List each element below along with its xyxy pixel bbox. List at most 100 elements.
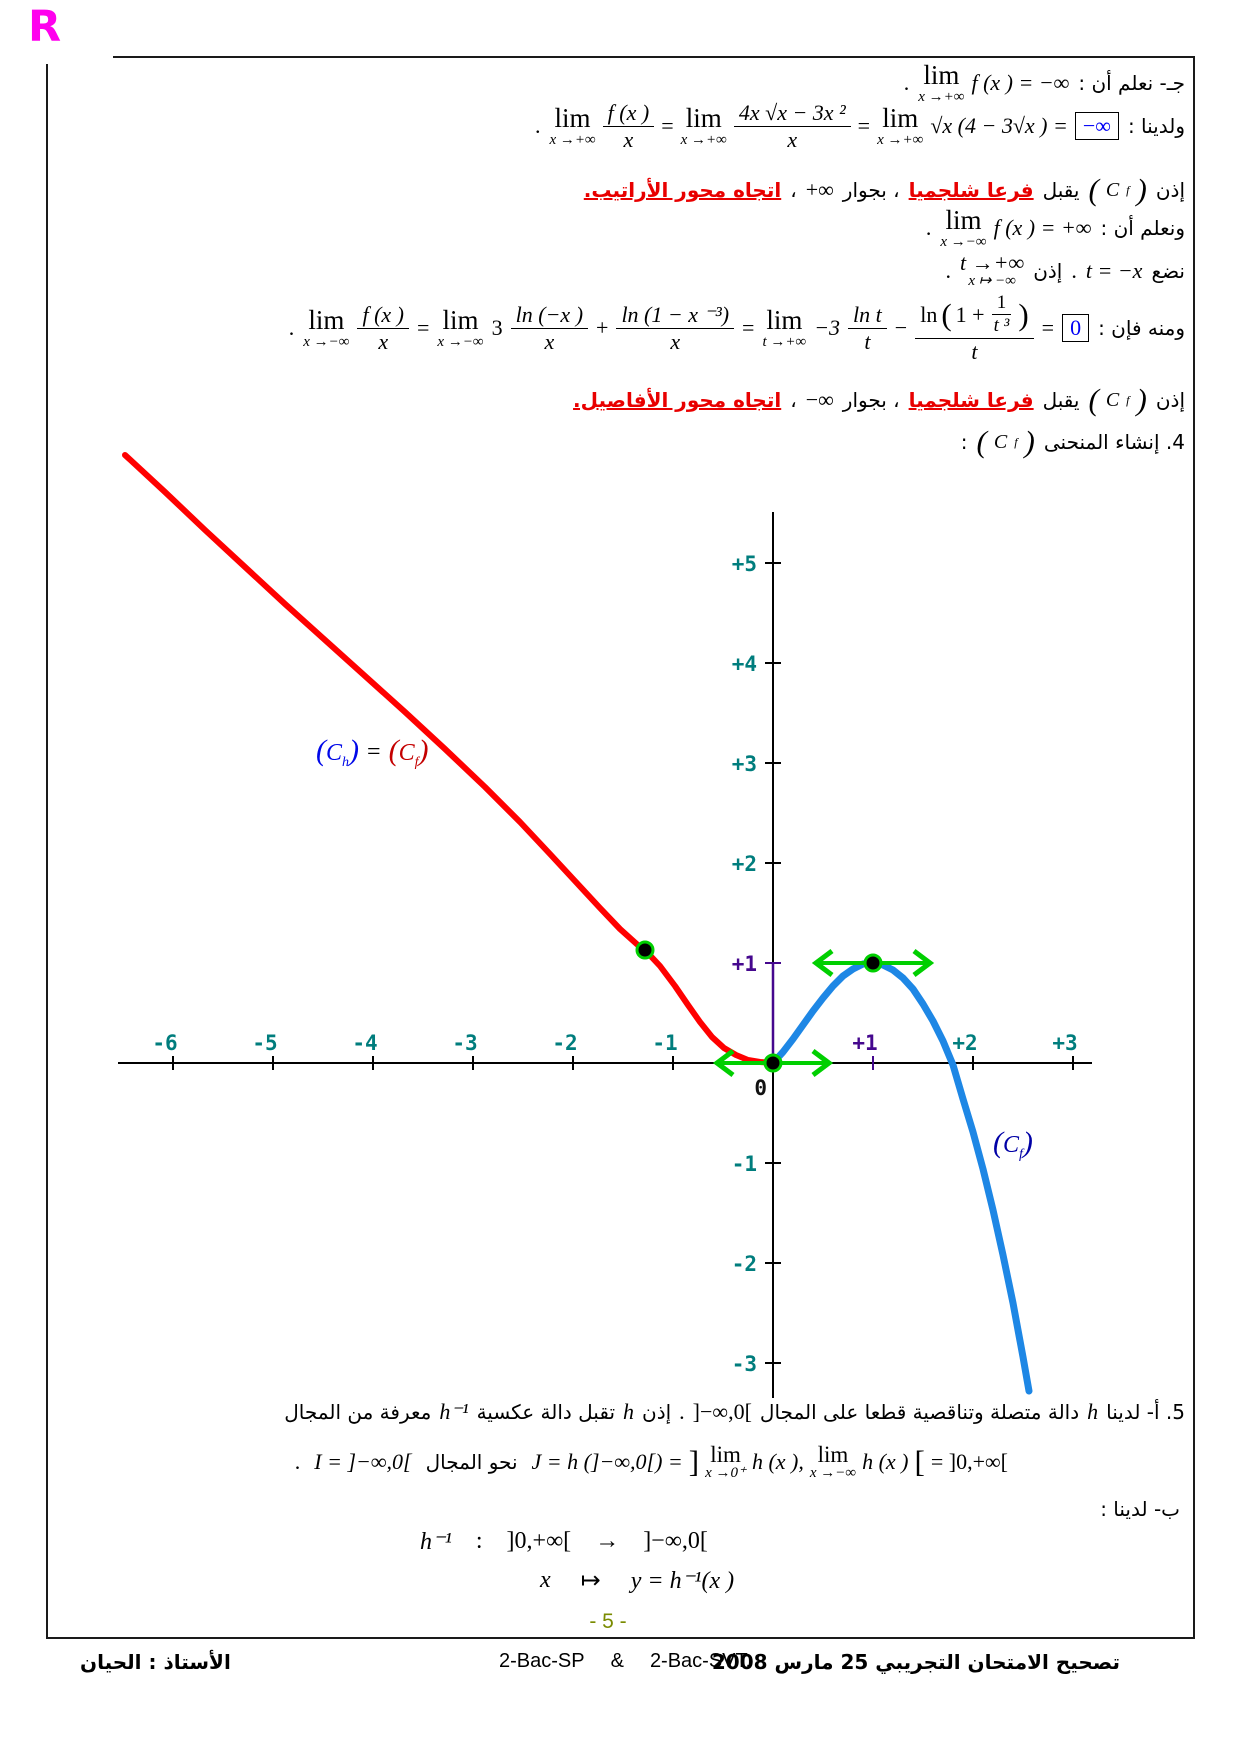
- arrowhead-left: [811, 949, 834, 977]
- denominator: x: [787, 126, 798, 152]
- line-big-limit-chain: ومنه فإن : lim x →−∞ f (x ) x = lim x →−…: [289, 292, 1185, 365]
- denominator: x: [670, 328, 681, 354]
- equals: =: [857, 113, 871, 139]
- line-c-limit-pinf: جـ- نعلم أن : lim x →+∞ f (x ) = −∞ .: [904, 60, 1185, 105]
- frame-right-border: [1193, 56, 1195, 1639]
- i-equals-interval: I = ]−∞,0[: [314, 1449, 412, 1475]
- paren: (: [976, 424, 987, 459]
- line-hinv-mapping: h⁻¹ : ]0,+∞[ → ]−∞,0[: [420, 1527, 708, 1556]
- q4-text: 4. إنشاء المنحنى: [1043, 430, 1185, 454]
- numerator: f (x ): [357, 302, 409, 329]
- curve-f-blue: [769, 959, 1033, 1395]
- math-j-expression: J = h (]−∞,0[) = ] lim x →0⁺ h (x ), lim…: [532, 1443, 1008, 1482]
- math-limit-chain-ninf: lim x →−∞ f (x ) x = lim x →−∞ 3 ln (−x …: [303, 292, 1090, 365]
- big-paren: (: [941, 296, 952, 332]
- curve-h-red: [122, 452, 776, 1066]
- lim-stack: lim x →−∞: [940, 206, 987, 250]
- lim-sub: x →−∞: [437, 333, 484, 350]
- lim-word: lim: [882, 103, 919, 134]
- y-equals-hinv-x: y = h⁻¹(x ): [630, 1568, 735, 1594]
- x-tick-label: -4: [352, 1031, 377, 1055]
- lim-stack: t →+∞ x ↦ −∞: [960, 250, 1025, 290]
- script-c: C: [993, 430, 1008, 453]
- paren: ): [1022, 1126, 1033, 1159]
- fx-equals-pinf: f (x ) = +∞: [993, 215, 1092, 241]
- lim-stack: lim x →+∞: [918, 60, 964, 105]
- period: .: [945, 257, 952, 283]
- text-toward-interval: نحو المجال: [425, 1450, 518, 1475]
- paren: ): [349, 734, 360, 767]
- coefficient-3: 3: [491, 315, 503, 341]
- frac-lnt-over-t: ln t t: [848, 302, 887, 355]
- lim-sub: x →−∞: [940, 233, 987, 250]
- line-j-interval: J = h (]−∞,0[) = ] lim x →0⁺ h (x ), lim…: [295, 1443, 1008, 1482]
- t-to-pinf: t →+∞: [960, 250, 1025, 275]
- arrowhead-right: [811, 1049, 834, 1077]
- curve-point-dot: [635, 940, 655, 960]
- ln-word: ln: [920, 301, 938, 327]
- y-tick-label: +2: [732, 852, 757, 876]
- frame-top-border: [113, 56, 1193, 58]
- interval-ninf-0: ]−∞,0[: [692, 1399, 752, 1424]
- lim-sub: x →−∞: [809, 1465, 857, 1482]
- red-direction-xaxis: اتجاه محور الأفاصيل.: [573, 388, 782, 412]
- equals-interval-0-pinf: = ]0,+∞[: [930, 1449, 1008, 1475]
- boxed-result-ninf: −∞: [1074, 112, 1119, 141]
- lim-stack: lim x →+∞: [877, 103, 923, 148]
- word-idhan: إذن: [1155, 388, 1185, 412]
- graph-svg: -6 -5 -4 -3 -2 -1 +1 +2 +3 +5 +4 +3 +2 +1 -1 -2 -3 0: [118, 452, 1092, 1398]
- math-lim-fx-ninf: lim x →+∞ f (x ) = −∞: [918, 60, 1070, 105]
- lim-word: lim: [923, 60, 960, 90]
- lim-stack: lim x →+∞: [549, 104, 595, 148]
- lim-word: lim: [710, 1442, 741, 1467]
- period: .: [288, 315, 295, 341]
- colon: :: [960, 430, 968, 454]
- y-tick-label: -1: [732, 1152, 757, 1176]
- math-lim-fx-pinf: lim x →−∞ f (x ) = +∞: [940, 206, 1092, 250]
- origin-label: 0: [754, 1076, 767, 1100]
- t-equals-minus-x: t = −x: [1085, 257, 1143, 283]
- page-number: - 5 -: [589, 1610, 627, 1633]
- var-h-inverse: h⁻¹: [439, 1399, 469, 1424]
- x-maps-ninf: x ↦ −∞: [968, 273, 1016, 290]
- script-c: C: [1105, 388, 1120, 411]
- x-tick-label: -5: [252, 1031, 277, 1055]
- q5a-text: 5. أ- لدينا: [1106, 1400, 1185, 1424]
- denominator: t: [971, 338, 978, 364]
- lim-stack: lim x →+∞: [681, 104, 727, 148]
- line-waladayna-limits: ولدينا : lim x →+∞ f (x ) x = lim x →+∞ …: [535, 100, 1185, 153]
- line-substitution: نضع t = −x . إذن t →+∞ x ↦ −∞ .: [945, 250, 1185, 290]
- footer-bac-svt: 2-Bac-SVT.: [649, 1650, 752, 1672]
- h-of-x: h (x ): [862, 1449, 909, 1475]
- paren: (: [316, 734, 326, 767]
- lim-stack: lim t →+∞: [762, 306, 806, 350]
- line-q5b: ب- لدينا :: [1100, 1497, 1180, 1521]
- arrow-right: →: [595, 1528, 620, 1554]
- lim-stack: lim x →−∞: [810, 1443, 856, 1482]
- word-bijiwar: ، بجوار: [842, 178, 900, 202]
- word-nadaa: نضع: [1151, 258, 1185, 283]
- j-equals-h: J = h (]−∞,0[) =: [531, 1449, 683, 1475]
- label-waladayna: ولدينا :: [1127, 114, 1185, 139]
- fx-equals-ninf: f (x ) = −∞: [971, 70, 1070, 96]
- var-x: x: [540, 1567, 551, 1593]
- frame-left-border: [46, 64, 48, 1638]
- frac-4xsqrt-over-x: 4x √x − 3x ² x: [733, 100, 851, 153]
- paren: (: [388, 734, 399, 767]
- footer-bac-sp: 2-Bac-SP: [499, 1650, 585, 1672]
- x-tick-label: +1: [852, 1031, 877, 1055]
- paren: (: [1088, 382, 1099, 417]
- equals: =: [367, 738, 381, 765]
- footer-levels: 2-Bac-SP & 2-Bac-SVT.: [499, 1650, 751, 1673]
- q5b-text: ب- لدينا :: [1100, 1497, 1180, 1521]
- equals: =: [416, 315, 430, 341]
- sub-h: h: [342, 754, 350, 770]
- footer-ampersand: &: [610, 1650, 624, 1672]
- h-of-x-comma: h (x ),: [751, 1449, 804, 1475]
- big-paren: ): [1018, 296, 1029, 332]
- line-limit-ninf: ونعلم أن : lim x →−∞ f (x ) = +∞ .: [926, 206, 1185, 250]
- red-parabolic-branch: فرعا شلجميا: [908, 178, 1034, 202]
- frac-fx-over-x: f (x ) x: [602, 100, 655, 153]
